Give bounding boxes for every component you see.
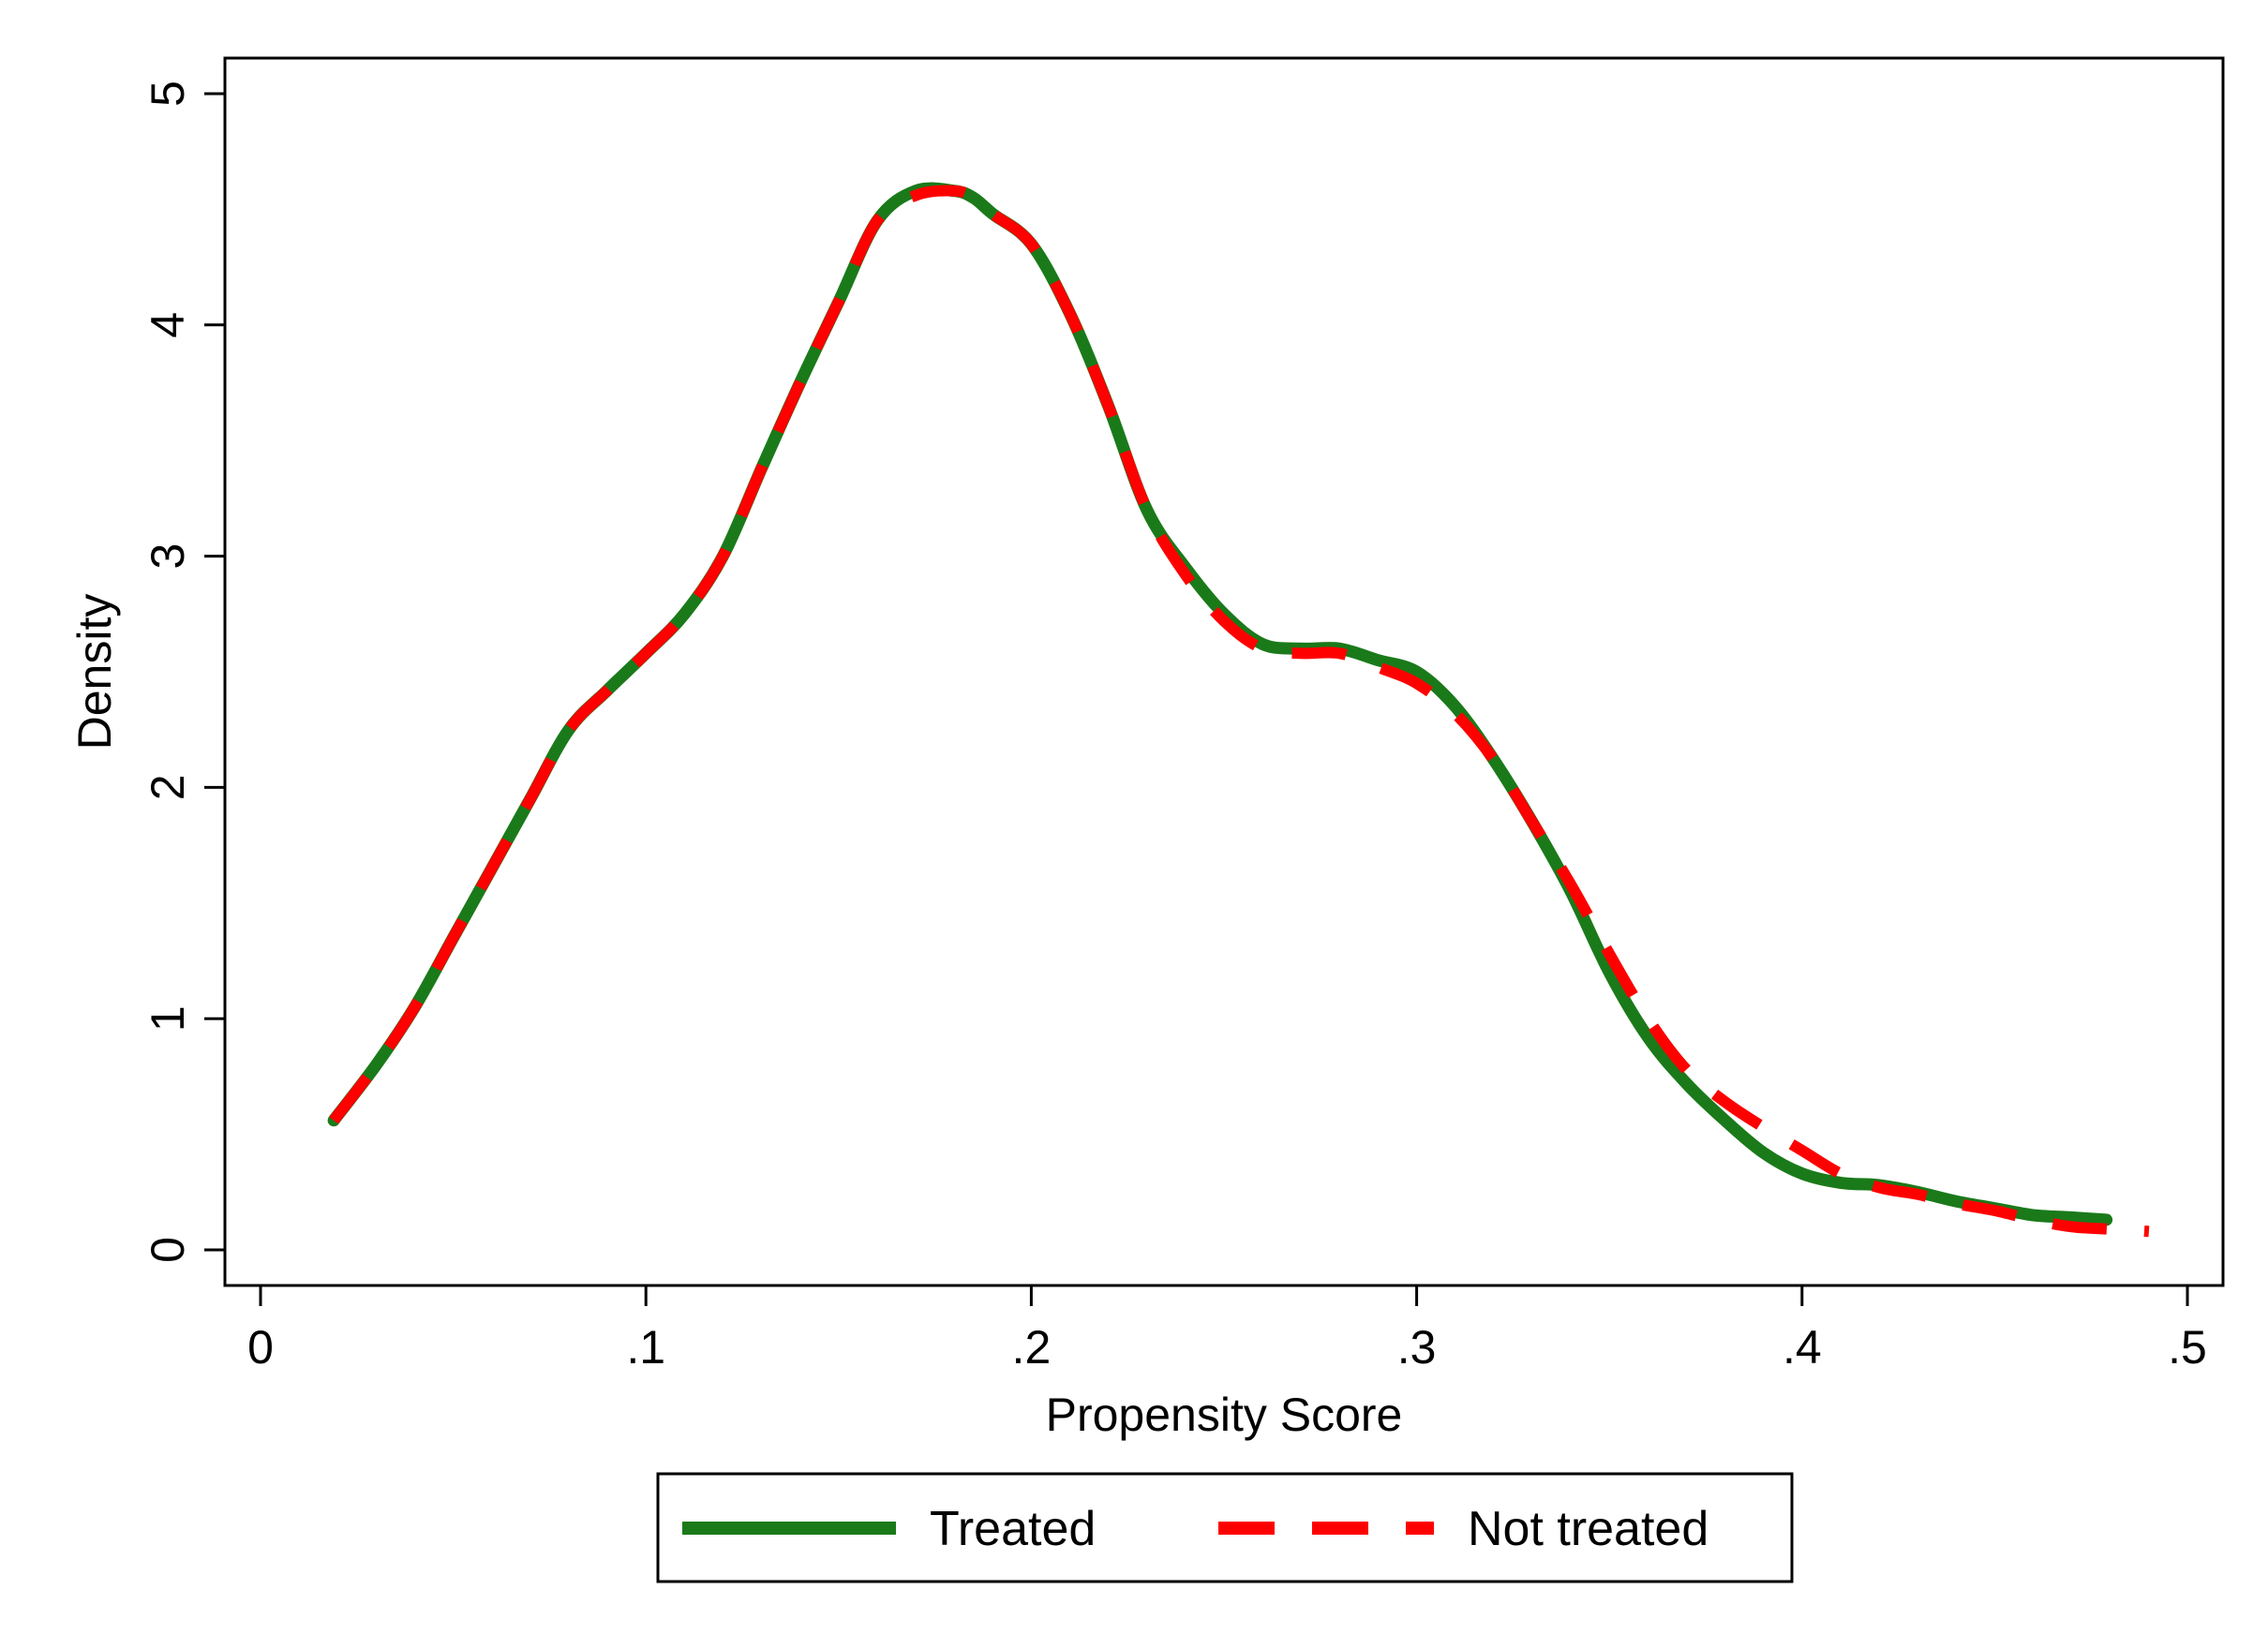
y-axis-title: Density xyxy=(68,594,121,750)
y-tick-label: 1 xyxy=(142,1005,194,1032)
x-tick-label: 0 xyxy=(247,1321,274,1374)
y-tick-label: 0 xyxy=(142,1237,194,1263)
y-tick-label: 3 xyxy=(142,543,194,570)
y-tick-label: 2 xyxy=(142,774,194,800)
y-tick-label: 4 xyxy=(142,312,194,338)
x-tick-label: .1 xyxy=(626,1321,665,1374)
y-axis: 0 1 2 3 4 5 xyxy=(142,81,225,1263)
legend-label-not-treated: Not treated xyxy=(1468,1502,1708,1556)
series-line-not-treated xyxy=(329,185,2150,1238)
x-tick-label: .3 xyxy=(1397,1321,1437,1374)
x-tick-label: .5 xyxy=(2168,1321,2207,1374)
x-tick-label: .4 xyxy=(1783,1321,1822,1374)
series-layer xyxy=(327,182,2150,1238)
plot-frame xyxy=(223,56,2225,1287)
x-tick-label: .2 xyxy=(1012,1321,1052,1374)
x-axis-title: Propensity Score xyxy=(1046,1389,1403,1441)
x-axis: 0 .1 .2 .3 .4 .5 xyxy=(247,1285,2207,1374)
y-tick-label: 5 xyxy=(142,81,194,107)
legend-label-treated: Treated xyxy=(930,1502,1096,1556)
legend: Treated Not treated xyxy=(656,1472,1794,1583)
